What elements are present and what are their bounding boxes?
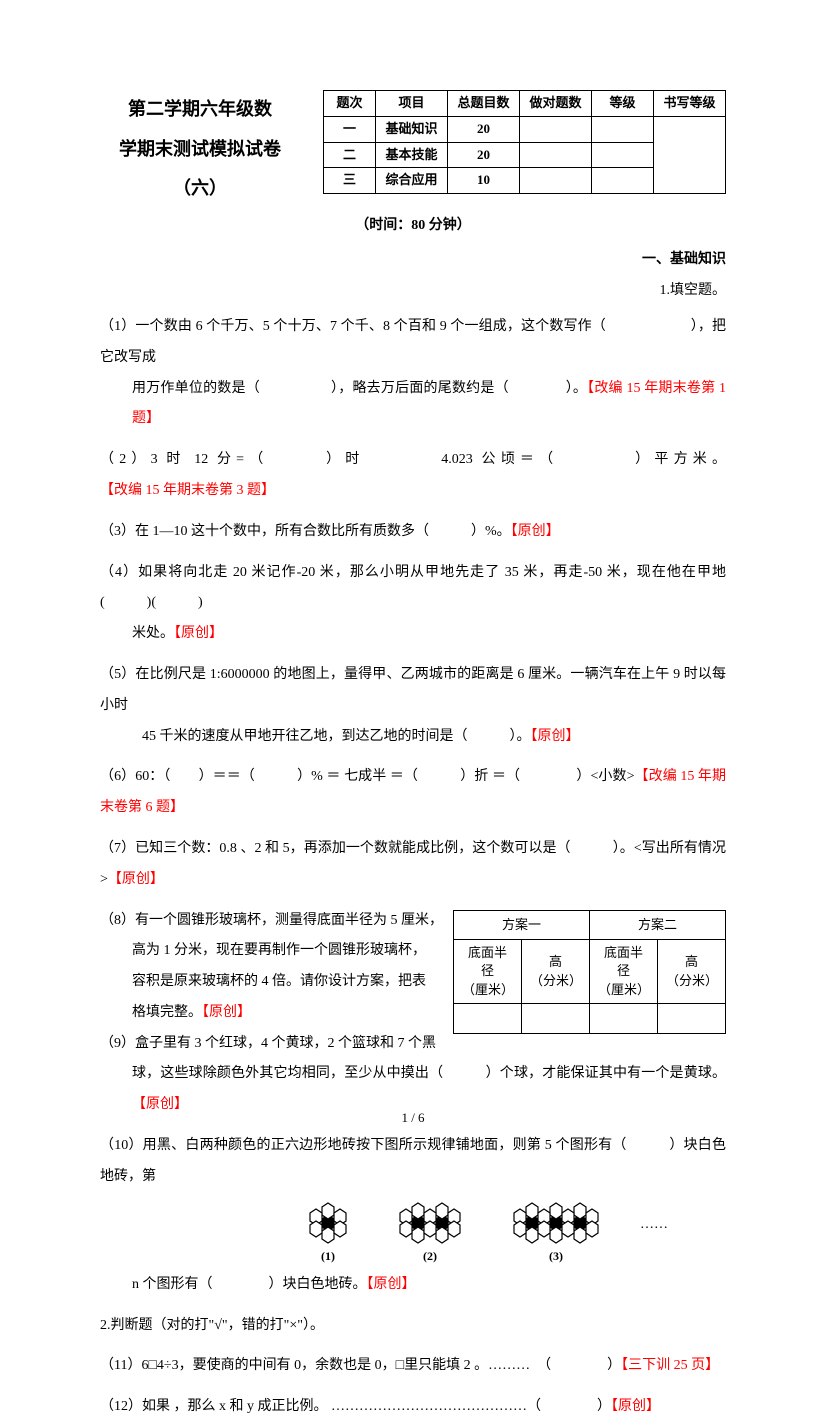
source-tag: 【原创】 (174, 626, 223, 641)
source-tag: 【原创】 (511, 524, 560, 539)
question-5: （5）在比例尺是 1:6000000 的地图上，量得甲、乙两城市的距离是 6 厘… (100, 660, 726, 752)
time-limit: （时间：80 分钟） (100, 215, 726, 237)
score-table: 题次 项目 总题目数 做对题数 等级 书写等级 一 基础知识 20 二 基本技能… (323, 90, 726, 194)
question-10b: n 个图形有（ ）块白色地砖。【原创】 (100, 1270, 726, 1301)
th-project: 项目 (376, 91, 448, 117)
th-writing: 书写等级 (654, 91, 726, 117)
source-tag: 【原创】 (202, 1005, 251, 1020)
subsection-header: 1.填空题。 (100, 280, 726, 302)
question-10: （10）用黑、白两种颜色的正六边形地砖按下图所示规律铺地面，则第 5 个图形有（… (100, 1131, 726, 1193)
source-tag: 【原创】 (108, 872, 164, 887)
question-6: （6）60：（ ）＝＝（ ）% ＝ 七成半 ＝（ ）折 ＝（ ）<小数>【改编 … (100, 762, 726, 824)
th-grade: 等级 (592, 91, 654, 117)
question-4: （4）如果将向北走 20 米记作-20 米，那么小明从甲地先走了 35 米，再走… (100, 558, 726, 650)
title-line3: （六） (100, 169, 300, 209)
source-tag: 【原创】 (367, 1277, 416, 1292)
th-total: 总题目数 (448, 91, 520, 117)
plan-table: 方案一 方案二 底面半径（厘米） 高（分米） 底面半径（厘米） 高（分米） (453, 910, 726, 1034)
question-2: （2）3 时 12 分=（ ）时 4.023 公顷＝（ ）平方米。【改编 15 … (100, 445, 726, 507)
source-tag: 【三下训 25 页】 (621, 1358, 719, 1373)
table-header-row: 题次 项目 总题目数 做对题数 等级 书写等级 (324, 91, 726, 117)
hexagon-figures: (1) (2) (240, 1201, 726, 1266)
plan1-header: 方案一 (454, 910, 590, 940)
th-section: 题次 (324, 91, 376, 117)
th-correct: 做对题数 (520, 91, 592, 117)
title-line1: 第二学期六年级数 (100, 90, 300, 130)
title-line2: 学期末测试模拟试卷 (100, 130, 300, 170)
question-11: （11）6□4÷3，要使商的中间有 0，余数也是 0，□里只能填 2 。……… … (100, 1351, 726, 1382)
question-3: （3）在 1—10 这十个数中，所有合数比所有质数多（ ）%。【原创】 (100, 517, 726, 548)
ellipsis: …… (640, 1214, 668, 1252)
table-row: 一 基础知识 20 (324, 116, 726, 142)
source-tag: 【原创】 (611, 1399, 660, 1414)
judge-header: 2.判断题（对的打"√"，错的打"×"）。 (100, 1311, 726, 1342)
question-7: （7）已知三个数：0.8 、2 和 5，再添加一个数就能成比例，这个数可以是（ … (100, 834, 726, 896)
exam-title: 第二学期六年级数 学期末测试模拟试卷 （六） (100, 90, 300, 209)
hex-fig-3: (3) (502, 1201, 610, 1266)
question-1: （1）一个数由 6 个千万、5 个十万、7 个千、8 个百和 9 个一组成，这个… (100, 312, 726, 435)
question-12: （12）如果 ，那么 x 和 y 成正比例。 ……………………………………（ ）… (100, 1392, 726, 1423)
plan2-header: 方案二 (590, 910, 726, 940)
hex-fig-1: (1) (298, 1201, 358, 1266)
hex-fig-2: (2) (388, 1201, 472, 1266)
section-header: 一、基础知识 (100, 249, 726, 271)
source-tag: 【改编 15 年期末卷第 3 题】 (100, 483, 275, 498)
page-number: 1 / 6 (0, 1108, 826, 1129)
source-tag: 【原创】 (531, 729, 580, 744)
